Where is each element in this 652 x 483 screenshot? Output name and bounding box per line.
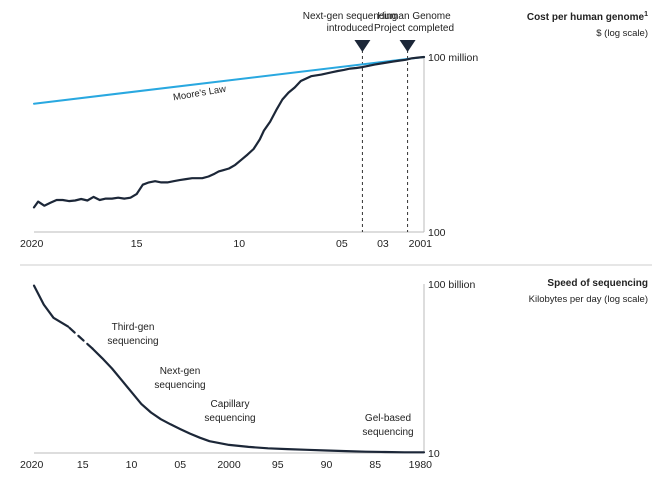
x-tick-label: 2020 xyxy=(20,238,44,250)
y-tick-label: 100 billion xyxy=(428,279,475,291)
speed-chart-subtitle: Kilobytes per day (log scale) xyxy=(529,294,648,305)
annotation-label: sequencing xyxy=(362,427,413,438)
x-tick-label: 2020 xyxy=(20,459,44,471)
annotation-label: sequencing xyxy=(154,380,205,391)
series-line xyxy=(32,55,426,209)
annotation-label: Gel-based xyxy=(365,413,411,424)
y-tick-label: 100 xyxy=(428,227,446,239)
speed-tick-labels: 1980 85 90 95 2000 05 10 15 2020 10 100 billion xyxy=(20,279,475,471)
moores-law-line xyxy=(33,56,425,105)
y-tick-label: 100 million xyxy=(428,52,478,64)
series-line xyxy=(91,347,426,454)
annotation-marker xyxy=(399,40,416,52)
x-tick-label: 15 xyxy=(131,238,143,250)
x-tick-label: 10 xyxy=(126,459,138,471)
cost-series xyxy=(32,55,426,209)
x-tick-label: 95 xyxy=(272,459,284,471)
x-tick-label: 05 xyxy=(174,459,186,471)
x-tick-label: 05 xyxy=(336,238,348,250)
x-tick-label: 90 xyxy=(321,459,333,471)
series-line xyxy=(67,325,94,350)
cost-tick-labels: 2001 03 05 10 15 2020 100 100 million xyxy=(20,52,478,250)
annotation-label: Human Genome xyxy=(377,11,451,22)
annotation-label: Next-gen xyxy=(160,366,201,377)
annotation-label: introduced xyxy=(327,23,374,34)
speed-series xyxy=(32,284,426,454)
cost-chart-subtitle: $ (log scale) xyxy=(596,28,648,39)
cost-chart: Cost per human genome1 $ (log scale) 200… xyxy=(20,11,648,250)
speed-chart: Speed of sequencing Kilobytes per day (l… xyxy=(20,278,648,471)
annotation-marker xyxy=(354,40,371,52)
x-tick-label: 10 xyxy=(233,238,245,250)
annotation-label: sequencing xyxy=(107,336,158,347)
x-tick-label: 03 xyxy=(377,238,389,250)
annotation-label: Project completed xyxy=(374,23,454,34)
series-line xyxy=(32,284,70,328)
x-tick-label: 85 xyxy=(369,459,381,471)
speed-chart-title: Speed of sequencing xyxy=(547,278,648,289)
annotation-label: Capillary xyxy=(211,399,250,410)
x-tick-label: 1980 xyxy=(409,459,433,471)
annotation-label: Next-gen sequencing xyxy=(303,11,398,22)
annotation-label: sequencing xyxy=(204,413,255,424)
x-tick-label: 15 xyxy=(77,459,89,471)
annotation-label: Third-gen xyxy=(112,322,155,333)
cost-chart-title: Cost per human genome1 xyxy=(527,11,648,23)
x-tick-label: 2000 xyxy=(217,459,241,471)
y-tick-label: 10 xyxy=(428,448,440,460)
x-tick-label: 2001 xyxy=(409,238,433,250)
speed-annotations: Gel-based sequencing Capillary sequencing Ne… xyxy=(107,322,413,438)
